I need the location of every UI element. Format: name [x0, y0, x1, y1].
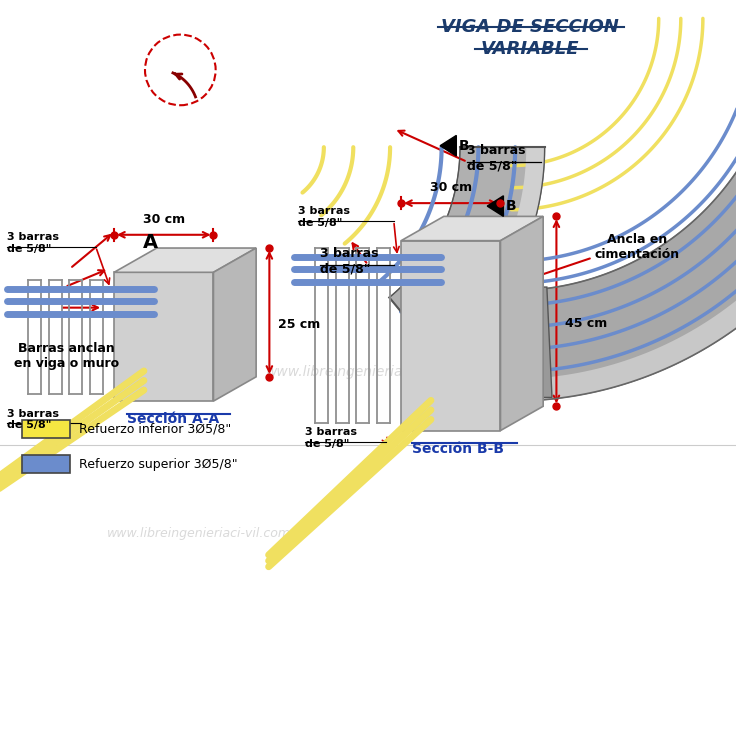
Text: www.libreingenieriaci­vil.com: www.libreingenieriaci­vil.com — [107, 527, 291, 540]
Polygon shape — [440, 135, 456, 156]
FancyBboxPatch shape — [22, 420, 70, 438]
Text: 3 barras
de 5/8": 3 barras de 5/8" — [298, 206, 350, 228]
Text: 45 cm: 45 cm — [565, 317, 607, 330]
Text: A: A — [144, 233, 158, 252]
Text: Barras anclan
en viga o muro: Barras anclan en viga o muro — [14, 342, 118, 370]
Text: 30 cm: 30 cm — [143, 213, 185, 226]
Polygon shape — [401, 241, 500, 431]
Polygon shape — [487, 196, 503, 216]
Text: www.libreingenieriaci­vil.com: www.libreingenieriaci­vil.com — [266, 364, 470, 379]
Text: 3 barras
de 5/8": 3 barras de 5/8" — [305, 427, 358, 449]
Text: B: B — [459, 138, 469, 153]
Polygon shape — [389, 147, 545, 363]
Polygon shape — [431, 147, 545, 363]
Polygon shape — [512, 18, 736, 401]
Polygon shape — [401, 216, 543, 241]
Polygon shape — [114, 248, 256, 272]
Text: VARIABLE: VARIABLE — [481, 40, 579, 58]
Polygon shape — [114, 272, 213, 401]
Polygon shape — [508, 287, 552, 397]
Text: 3 barras
de 5/8": 3 barras de 5/8" — [7, 232, 60, 254]
Polygon shape — [512, 18, 736, 401]
Text: Ancla en
cimentación: Ancla en cimentación — [594, 233, 679, 261]
Polygon shape — [213, 248, 256, 401]
Text: Sección B-B: Sección B-B — [412, 442, 504, 456]
Text: B: B — [506, 199, 516, 213]
Text: 3 barras
de 5/8": 3 barras de 5/8" — [467, 144, 526, 172]
Text: 25 cm: 25 cm — [278, 318, 320, 331]
Text: Sección A-A: Sección A-A — [127, 412, 219, 426]
Polygon shape — [500, 216, 543, 431]
FancyBboxPatch shape — [22, 455, 70, 473]
Text: VIGA DE SECCION: VIGA DE SECCION — [441, 18, 619, 36]
Text: 3 barras
de 5/8": 3 barras de 5/8" — [320, 247, 378, 275]
Text: Refuerzo superior 3Ø5/8": Refuerzo superior 3Ø5/8" — [79, 458, 238, 471]
Text: Refuerzo inferior 3Ø5/8": Refuerzo inferior 3Ø5/8" — [79, 422, 232, 436]
Text: 30 cm: 30 cm — [430, 181, 472, 194]
Text: 3 barras
de 5/8": 3 barras de 5/8" — [7, 408, 60, 431]
